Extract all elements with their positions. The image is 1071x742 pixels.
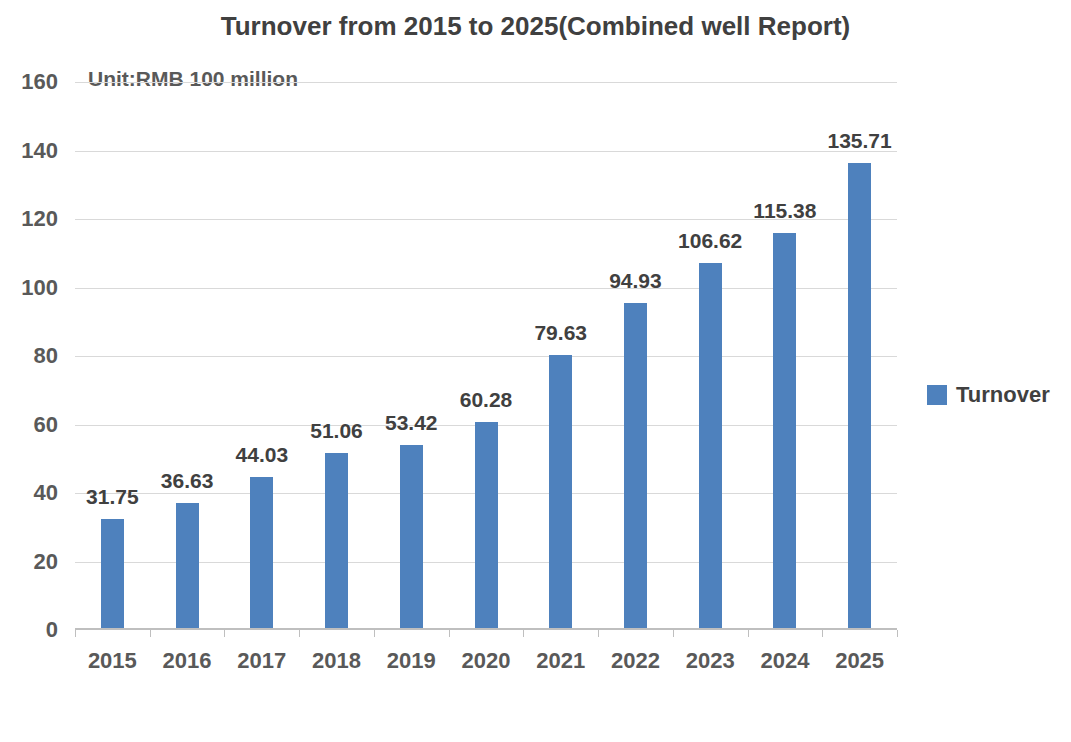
bar-2019	[400, 445, 423, 628]
x-axis-tick	[374, 630, 375, 637]
bar-value-label-2020: 60.28	[431, 388, 541, 412]
x-axis-label-2019: 2019	[371, 648, 451, 674]
x-axis-label-2023: 2023	[670, 648, 750, 674]
bar-2018	[325, 453, 348, 628]
x-axis-label-2020: 2020	[446, 648, 526, 674]
bar-2016	[176, 503, 199, 628]
gridline-140	[75, 151, 897, 152]
bar-2020	[475, 422, 498, 628]
x-axis-label-2017: 2017	[222, 648, 302, 674]
bar-value-label-2016: 36.63	[132, 469, 242, 493]
bar-value-label-2017: 44.03	[207, 443, 317, 467]
x-axis-label-2018: 2018	[297, 648, 377, 674]
bar-value-label-2021: 79.63	[506, 321, 616, 345]
bar-2017	[250, 477, 273, 628]
x-axis-label-2021: 2021	[521, 648, 601, 674]
x-axis-tick	[822, 630, 823, 637]
legend-label: Turnover	[956, 382, 1050, 408]
bar-2025	[848, 163, 871, 628]
bar-value-label-2019: 53.42	[356, 411, 466, 435]
y-axis-tick-label: 80	[0, 343, 58, 369]
legend-swatch-icon	[927, 385, 947, 405]
bar-value-label-2025: 135.71	[805, 129, 915, 153]
x-axis-tick	[150, 630, 151, 637]
x-axis-tick	[897, 630, 898, 637]
bar-2015	[101, 519, 124, 628]
x-axis-tick	[523, 630, 524, 637]
x-axis-tick	[75, 630, 76, 637]
bar-2021	[549, 355, 572, 628]
y-axis-tick-label: 140	[0, 138, 58, 164]
bar-2022	[624, 303, 647, 628]
y-axis-tick-label: 120	[0, 206, 58, 232]
y-axis-tick-label: 60	[0, 412, 58, 438]
bar-value-label-2023: 106.62	[655, 229, 765, 253]
bar-2023	[699, 263, 722, 628]
legend: Turnover	[927, 382, 1050, 408]
bar-value-label-2022: 94.93	[580, 269, 690, 293]
x-axis-label-2015: 2015	[72, 648, 152, 674]
x-axis-tick	[449, 630, 450, 637]
turnover-bar-chart: Turnover from 2015 to 2025(Combined well…	[0, 0, 1071, 742]
x-axis-tick	[748, 630, 749, 637]
x-axis-tick	[598, 630, 599, 637]
x-axis-label-2016: 2016	[147, 648, 227, 674]
x-axis-tick	[224, 630, 225, 637]
bar-value-label-2024: 115.38	[730, 199, 840, 223]
y-axis-tick-label: 160	[0, 69, 58, 95]
x-axis-label-2024: 2024	[745, 648, 825, 674]
y-axis-tick-label: 20	[0, 549, 58, 575]
chart-title: Turnover from 2015 to 2025(Combined well…	[0, 11, 1071, 42]
plot-area	[75, 82, 897, 630]
y-axis-tick-label: 40	[0, 480, 58, 506]
y-axis-tick-label: 0	[0, 617, 58, 643]
x-axis-tick	[299, 630, 300, 637]
x-axis-label-2025: 2025	[820, 648, 900, 674]
x-axis-label-2022: 2022	[595, 648, 675, 674]
bar-2024	[773, 233, 796, 628]
x-axis-tick	[673, 630, 674, 637]
y-axis-tick-label: 100	[0, 275, 58, 301]
gridline-160	[75, 82, 897, 83]
